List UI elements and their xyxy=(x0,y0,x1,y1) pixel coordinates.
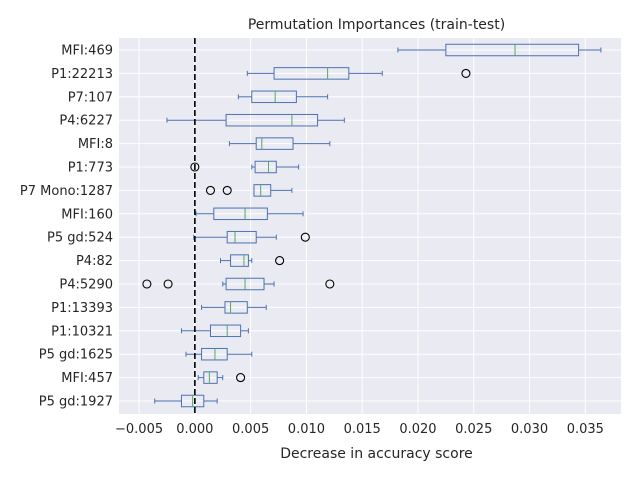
boxes xyxy=(142,43,602,408)
box-group xyxy=(397,43,602,57)
box-group xyxy=(228,137,331,150)
x-tick-labels: −0.005 0.000 0.005 0.010 0.015 0.020 0.025 0.03… xyxy=(115,422,604,437)
box xyxy=(445,43,580,57)
y-tick-label: P7 Mono:1287 xyxy=(20,184,113,199)
x-tick-label: 0.020 xyxy=(399,422,436,437)
flier-point xyxy=(275,256,285,266)
box-group xyxy=(195,207,304,221)
y-tick-label: P4:6227 xyxy=(59,114,113,129)
box-group xyxy=(193,230,310,244)
box xyxy=(213,207,268,221)
box-group xyxy=(190,160,300,174)
y-tick-label: P1:10321 xyxy=(51,324,113,339)
y-tick-label: P4:82 xyxy=(76,254,113,269)
box-group xyxy=(197,371,246,384)
x-tick-label: 0.015 xyxy=(344,422,381,437)
y-tick-label: P5 gd:524 xyxy=(47,231,113,246)
y-tick-labels: MFI:469 P1:22213 P7:107 P4:6227 MFI:8 P1:773 P… xyxy=(20,44,113,410)
box xyxy=(225,113,319,127)
box-group xyxy=(205,184,293,197)
box-group xyxy=(185,347,253,361)
x-tick-label: 0.000 xyxy=(176,422,213,437)
box-group xyxy=(166,113,345,127)
x-tick-label: 0.035 xyxy=(567,422,604,437)
flier-point xyxy=(222,185,232,195)
flier-point xyxy=(205,185,216,195)
box-group xyxy=(237,90,329,104)
flier-point xyxy=(300,232,310,242)
y-tick-label: P5 gd:1625 xyxy=(39,348,113,363)
flier-point xyxy=(142,279,152,289)
box xyxy=(209,324,242,338)
box xyxy=(201,347,228,361)
y-tick-label: P1:22213 xyxy=(51,67,113,82)
flier-point xyxy=(461,68,471,78)
box xyxy=(224,301,248,314)
box-group xyxy=(201,301,267,314)
plot-area xyxy=(119,38,621,414)
y-tick-label: P1:13393 xyxy=(51,301,113,316)
x-axis-label: Decrease in accuracy score xyxy=(280,446,473,462)
box xyxy=(251,90,297,104)
y-tick-label: P7:107 xyxy=(68,90,113,105)
box-group xyxy=(220,254,285,267)
y-tick-label: MFI:160 xyxy=(61,207,113,222)
x-tick-label: 0.010 xyxy=(288,422,325,437)
x-tick-label: −0.005 xyxy=(115,422,163,437)
y-tick-label: MFI:469 xyxy=(61,44,113,59)
box-group xyxy=(154,394,218,408)
box-group xyxy=(142,277,335,291)
flier-point xyxy=(325,279,335,289)
box xyxy=(254,160,277,174)
y-tick-label: MFI:8 xyxy=(78,137,113,152)
y-tick-label: P5 gd:1927 xyxy=(39,395,113,410)
box xyxy=(226,230,257,244)
box xyxy=(255,137,294,150)
box xyxy=(273,67,350,80)
box-group xyxy=(180,324,249,338)
box xyxy=(203,371,218,384)
x-tick-label: 0.025 xyxy=(455,422,492,437)
box xyxy=(230,254,249,267)
y-tick-label: P1:773 xyxy=(68,161,113,176)
box-group xyxy=(246,67,471,80)
x-tick-label: 0.030 xyxy=(511,422,548,437)
flier-point xyxy=(163,279,173,289)
y-tick-label: P4:5290 xyxy=(59,278,113,293)
box xyxy=(253,184,272,197)
flier-point xyxy=(190,162,200,172)
x-tick-label: 0.005 xyxy=(232,422,269,437)
chart-title: Permutation Importances (train-test) xyxy=(248,17,505,33)
y-tick-label: MFI:457 xyxy=(61,371,113,386)
flier-point xyxy=(236,373,246,383)
